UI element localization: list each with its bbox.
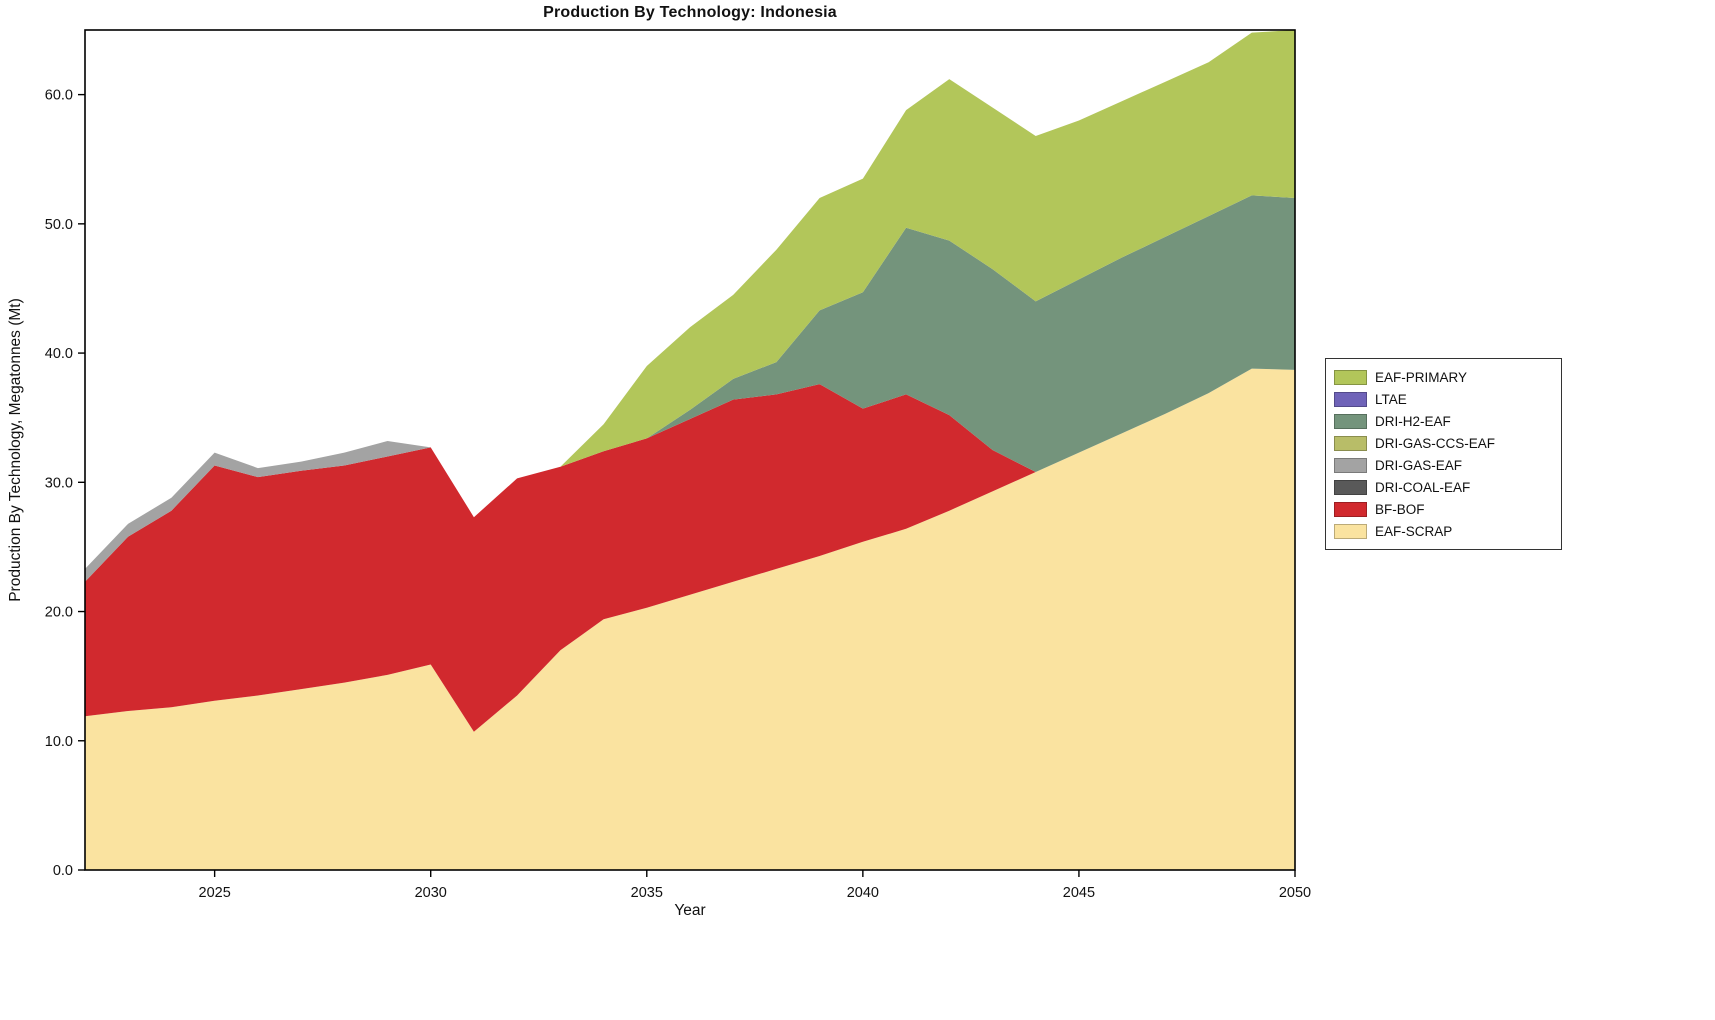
chart-title: Production By Technology: Indonesia xyxy=(543,4,837,21)
legend-item-bf-bof: BF-BOF xyxy=(1334,498,1561,520)
x-tick-label: 2045 xyxy=(1063,885,1095,901)
x-axis-label: Year xyxy=(674,902,706,919)
area-eaf-primary xyxy=(85,30,1295,569)
legend-swatch-bf-bof xyxy=(1334,501,1367,517)
legend-label-ltae: LTAE xyxy=(1375,391,1407,407)
legend-item-eaf-scrap: EAF-SCRAP xyxy=(1334,520,1561,542)
legend-swatch-eaf-primary xyxy=(1334,369,1367,385)
legend-label-bf-bof: BF-BOF xyxy=(1375,501,1425,517)
legend-label-dri-gas-eaf: DRI-GAS-EAF xyxy=(1375,457,1463,473)
y-tick-label: 60.0 xyxy=(45,88,73,104)
legend-swatch-eaf-scrap xyxy=(1334,523,1367,539)
y-tick-label: 0.0 xyxy=(53,863,73,879)
legend-swatch-dri-h2-eaf xyxy=(1334,413,1367,429)
y-tick-label: 10.0 xyxy=(45,734,73,750)
x-tick-label: 2025 xyxy=(199,885,231,901)
legend-swatch-ltae xyxy=(1334,391,1367,407)
x-tick-label: 2035 xyxy=(631,885,663,901)
legend-label-dri-h2-eaf: DRI-H2-EAF xyxy=(1375,413,1451,429)
x-tick-label: 2040 xyxy=(847,885,879,901)
plot-border xyxy=(84,29,1296,871)
x-tick-label: 2030 xyxy=(415,885,447,901)
legend-item-dri-gas-ccs-eaf: DRI-GAS-CCS-EAF xyxy=(1334,432,1561,454)
area-eaf-scrap xyxy=(85,368,1295,870)
stacked-areas xyxy=(85,30,1295,870)
legend-label-eaf-primary: EAF-PRIMARY xyxy=(1375,369,1468,385)
y-tick-label: 50.0 xyxy=(45,217,73,233)
legend-label-eaf-scrap: EAF-SCRAP xyxy=(1375,523,1453,539)
y-tick-label: 40.0 xyxy=(45,346,73,362)
y-tick-label: 20.0 xyxy=(45,605,73,621)
legend-item-eaf-primary: EAF-PRIMARY xyxy=(1334,366,1561,388)
area-dri-h2-eaf xyxy=(85,195,1295,569)
legend-swatch-dri-gas-eaf xyxy=(1334,457,1367,473)
y-tick-label: 30.0 xyxy=(45,475,73,491)
y-axis-label: Production By Technology, Megatonnes (Mt… xyxy=(7,298,24,602)
legend-label-dri-gas-ccs-eaf: DRI-GAS-CCS-EAF xyxy=(1375,435,1496,451)
legend-item-ltae: LTAE xyxy=(1334,388,1561,410)
legend-item-dri-gas-eaf: DRI-GAS-EAF xyxy=(1334,454,1561,476)
legend-item-dri-coal-eaf: DRI-COAL-EAF xyxy=(1334,476,1561,498)
legend-swatch-dri-gas-ccs-eaf xyxy=(1334,435,1367,451)
x-tick-label: 2050 xyxy=(1279,885,1311,901)
legend-item-dri-h2-eaf: DRI-H2-EAF xyxy=(1334,410,1561,432)
area-bf-bof xyxy=(85,368,1295,732)
legend-swatch-dri-coal-eaf xyxy=(1334,479,1367,495)
legend: EAF-PRIMARY LTAE DRI-H2-EAF DRI-GAS-CCS-… xyxy=(1325,358,1562,550)
legend-label-dri-coal-eaf: DRI-COAL-EAF xyxy=(1375,479,1471,495)
